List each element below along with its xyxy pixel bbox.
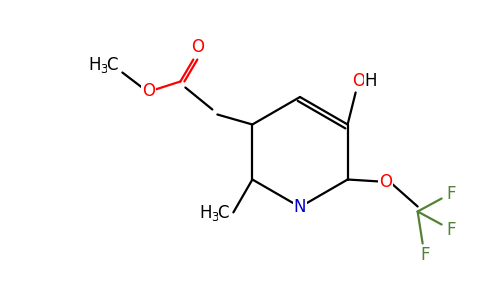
Text: O: O <box>191 38 204 56</box>
Text: C: C <box>106 56 118 74</box>
Text: O: O <box>379 172 392 190</box>
Text: H: H <box>364 73 377 91</box>
Text: H: H <box>88 56 101 74</box>
Text: 3: 3 <box>211 211 218 224</box>
Text: 3: 3 <box>100 63 107 76</box>
Text: N: N <box>294 198 306 216</box>
Text: H: H <box>199 204 212 222</box>
Text: C: C <box>218 204 229 222</box>
Text: O: O <box>142 82 155 100</box>
Text: F: F <box>420 245 429 263</box>
Text: O: O <box>352 73 365 91</box>
Text: F: F <box>446 184 455 202</box>
Text: F: F <box>446 220 455 238</box>
